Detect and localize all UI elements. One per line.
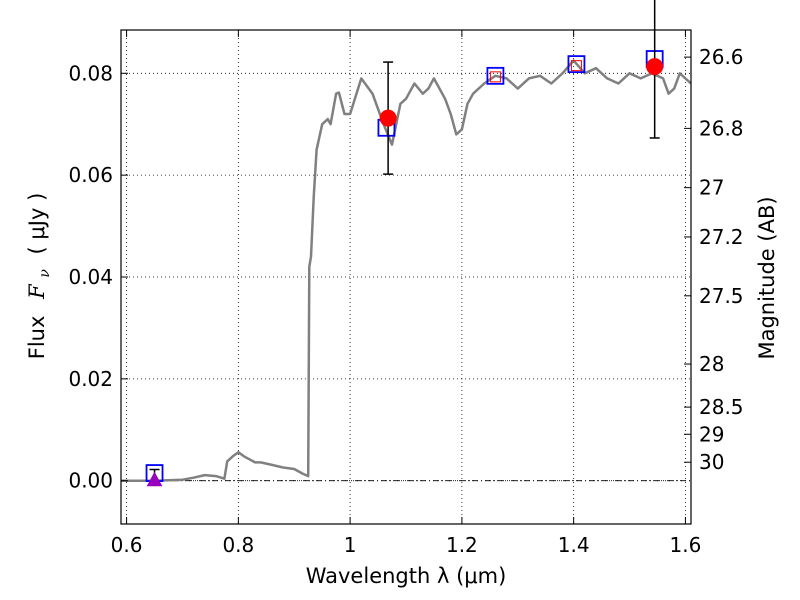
y2-tick-label: 26.8 xyxy=(699,116,744,140)
y2-tick-label: 28.5 xyxy=(699,395,744,419)
axis-ticks: 0.6 0.8 1 1.2 1.4 1.6 0.00 0.02 0.04 0.06 0.08 26.6… xyxy=(68,30,744,557)
model-photometry-square xyxy=(486,66,505,85)
x-axis-title: Wavelength λ (μm) xyxy=(306,564,507,588)
x-tick-label: 0.8 xyxy=(222,533,254,557)
y2-tick-label: 26.6 xyxy=(699,45,744,69)
y2-tick-label: 27.5 xyxy=(699,284,744,308)
y-axis-title-sub: ν xyxy=(37,269,53,278)
y-axis-title-unit: ( μJy ) xyxy=(25,193,49,255)
y2-tick-label: 27 xyxy=(699,176,724,200)
model-photometry-square xyxy=(567,55,586,74)
model-photometry-inner-square xyxy=(489,71,501,83)
x-tick-label: 1.2 xyxy=(446,533,478,557)
observed-point xyxy=(379,109,397,127)
model-spectrum-line xyxy=(121,59,692,482)
y2-tick-label: 28 xyxy=(699,352,724,376)
y-axis-title-text: Flux xyxy=(25,316,49,360)
y-axis-title: Flux F ν ( μJy ) xyxy=(25,193,54,360)
svg-text:Flux F ν ( μ: Flux F ν ( μJy ) xyxy=(25,193,54,360)
y-tick-label: 0.08 xyxy=(68,61,113,85)
model-photometry-inner-square xyxy=(570,60,582,72)
observed-point xyxy=(646,58,664,76)
y2-axis-title: Magnitude (AB) xyxy=(755,196,779,359)
x-tick-label: 1.6 xyxy=(670,533,702,557)
x-tick-label: 0.6 xyxy=(111,533,143,557)
y-tick-label: 0.00 xyxy=(68,469,113,493)
y-tick-label: 0.02 xyxy=(68,367,113,391)
x-tick-label: 1.4 xyxy=(558,533,590,557)
x-tick-label: 1 xyxy=(344,533,357,557)
plot-area xyxy=(121,0,692,487)
y2-tick-label: 27.2 xyxy=(699,225,744,249)
y-axis-title-math: F xyxy=(25,283,49,300)
y2-tick-label: 30 xyxy=(699,450,724,474)
y-tick-label: 0.04 xyxy=(68,265,113,289)
grid-lines xyxy=(121,30,691,524)
upper-limit-triangle xyxy=(146,471,163,487)
y-tick-label: 0.06 xyxy=(68,163,113,187)
y2-tick-label: 29 xyxy=(699,422,724,446)
